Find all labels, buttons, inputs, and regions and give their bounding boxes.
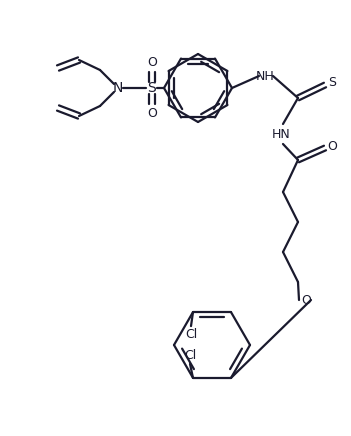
Text: O: O (147, 106, 157, 119)
Text: Cl: Cl (184, 349, 196, 362)
Text: Cl: Cl (185, 327, 197, 341)
Text: NH: NH (256, 69, 274, 82)
Text: HN: HN (272, 127, 290, 140)
Text: O: O (147, 57, 157, 69)
Text: O: O (327, 140, 337, 153)
Text: N: N (113, 81, 123, 95)
Text: S: S (148, 81, 157, 95)
Text: O: O (301, 293, 311, 307)
Text: S: S (328, 76, 336, 89)
